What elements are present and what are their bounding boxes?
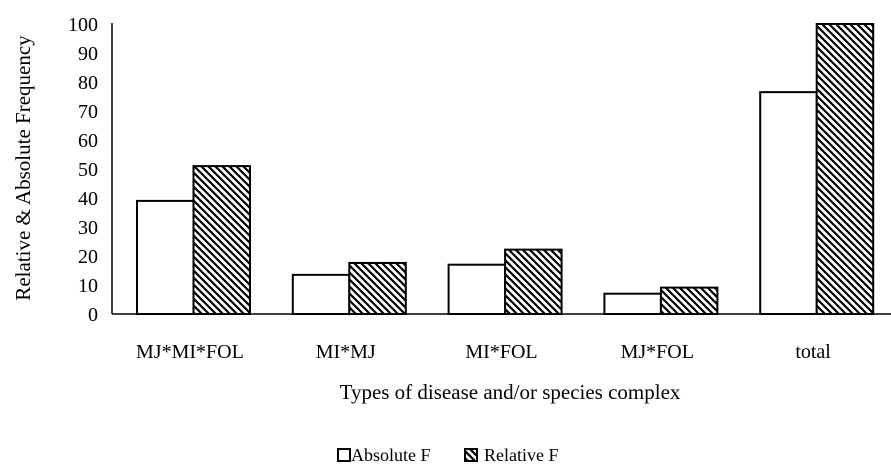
- y-tick-label: 90: [78, 43, 98, 65]
- bar-relative-f-mj-fol: [659, 286, 719, 315]
- y-tick-labels: 0 10 20 30 40 50 60 70 80 90 100: [68, 14, 98, 326]
- y-tick-label: 60: [78, 130, 98, 152]
- legend-swatch-absolute-f: [337, 448, 351, 462]
- bars-group: [136, 23, 875, 316]
- y-tick-label: 30: [78, 217, 98, 239]
- legend-label-relative-f: Relative F: [484, 445, 559, 465]
- y-tick-label: 100: [68, 14, 98, 36]
- y-tick-label: 10: [78, 275, 98, 297]
- x-axis-title: Types of disease and/or species complex: [340, 380, 681, 404]
- bar-absolute-f-mi-fol: [447, 263, 507, 316]
- y-tick-label: 20: [78, 246, 98, 268]
- bar-relative-f-mi-fol: [504, 248, 563, 315]
- y-axis-title: Relative & Absolute Frequency: [11, 35, 35, 301]
- legend-swatch-relative-f: [464, 448, 478, 462]
- y-tick-label: 80: [78, 72, 98, 94]
- y-tick-label: 40: [78, 188, 98, 210]
- legend: Absolute F Relative F: [337, 445, 559, 465]
- bar-relative-f-mi-mj: [348, 261, 407, 315]
- legend-label-absolute-f: Absolute F: [351, 445, 431, 465]
- bar-relative-f-mj-mi-fol: [192, 165, 251, 315]
- bar-absolute-f-mj-mi-fol: [136, 199, 195, 315]
- bar-absolute-f-mj-fol: [603, 292, 662, 316]
- bar-absolute-f-total: [759, 91, 818, 316]
- bar-absolute-f-mi-mj: [291, 273, 351, 316]
- x-tick-label: MJ*FOL: [621, 341, 694, 363]
- y-tick-label: 70: [78, 101, 98, 123]
- x-tick-label: MI*MJ: [316, 341, 376, 363]
- x-tick-label: total: [795, 341, 831, 363]
- y-tick-label: 0: [88, 304, 98, 326]
- bar-relative-f-total: [815, 23, 875, 315]
- x-tick-label: MJ*MI*FOL: [136, 341, 244, 363]
- y-tick-label: 50: [78, 159, 98, 181]
- x-tick-labels: MJ*MI*FOL MI*MJ MI*FOL MJ*FOL total: [136, 341, 831, 363]
- x-tick-label: MI*FOL: [465, 341, 537, 363]
